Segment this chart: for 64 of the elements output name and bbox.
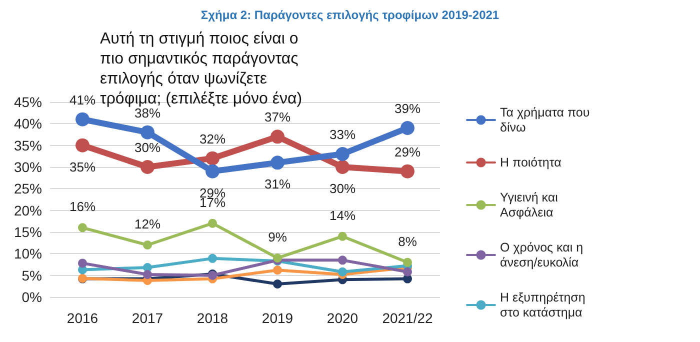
legend-label: Ο χρόνος και η άνεση/ευκολία — [500, 240, 587, 270]
data-label: 35% — [69, 159, 96, 174]
data-label: 33% — [329, 127, 356, 142]
point — [400, 164, 414, 178]
point — [206, 164, 220, 178]
y-tick-label: 30% — [14, 159, 42, 175]
x-tick-label: 2021/22 — [382, 310, 434, 326]
data-label: 30% — [134, 140, 161, 155]
point — [400, 121, 414, 135]
point — [78, 258, 87, 268]
data-label: 31% — [264, 176, 291, 192]
legend-label: Τα χρήματα που δίνω — [500, 106, 594, 134]
point — [338, 267, 347, 276]
y-tick-label: 5% — [22, 267, 42, 284]
point — [140, 160, 154, 174]
y-tick-label: 45% — [14, 94, 42, 110]
data-label: 30% — [329, 181, 356, 196]
y-tick-label: 40% — [14, 116, 42, 132]
data-label: 9% — [268, 230, 288, 244]
point — [403, 267, 412, 276]
point — [78, 223, 87, 232]
y-tick-label: 15% — [14, 224, 42, 240]
point — [206, 151, 220, 166]
point — [336, 147, 350, 161]
data-label: 39% — [394, 101, 421, 116]
legend-label: Η εξυπηρέτηση στο κατάστημα — [500, 290, 589, 320]
point — [143, 270, 152, 279]
x-tick-label: 2018 — [196, 310, 228, 326]
point — [140, 125, 154, 140]
x-tick-label: 2016 — [66, 310, 98, 326]
data-label: 16% — [69, 199, 96, 214]
point — [338, 232, 347, 241]
data-label: 14% — [329, 208, 356, 223]
chart-subtitle: Αυτή τη στιγμή ποιος είναι ο πιο σημαντικός παράγοντας επιλογής όταν ψωνίζετε τρόφιμα; (επιλέξτε μόνο ένα) — [100, 30, 303, 108]
data-label: 32% — [199, 131, 226, 146]
y-tick-label: 10% — [14, 246, 42, 262]
data-label: 41% — [69, 92, 96, 108]
point — [143, 240, 152, 250]
data-label: 29% — [394, 144, 421, 160]
data-label: 37% — [264, 110, 291, 125]
point — [273, 280, 282, 288]
point — [208, 254, 217, 263]
legend-label: Υγιεινή και Ασφάλεια — [500, 190, 562, 220]
point — [76, 138, 90, 152]
point — [273, 254, 282, 262]
y-tick-label: 25% — [14, 180, 42, 197]
x-tick-label: 2017 — [132, 310, 164, 326]
point — [338, 256, 347, 265]
point — [208, 218, 217, 228]
x-tick-label: 2020 — [326, 310, 358, 326]
y-tick-label: 35% — [14, 137, 42, 154]
point — [336, 160, 350, 174]
data-label: 12% — [134, 216, 161, 232]
y-tick-label: 20% — [14, 202, 42, 218]
x-tick-label: 2019 — [262, 310, 294, 326]
chart-title: Σχήμα 2: Παράγοντες επιλογής τροφίμων 2019-2021 — [200, 8, 500, 22]
point — [270, 130, 284, 144]
point — [403, 258, 412, 267]
legend-label: Η ποιότητα — [500, 156, 562, 170]
y-tick-label: 0% — [22, 289, 42, 305]
point — [273, 266, 282, 275]
data-label: 8% — [398, 234, 418, 249]
point — [76, 112, 90, 126]
point — [270, 156, 284, 170]
